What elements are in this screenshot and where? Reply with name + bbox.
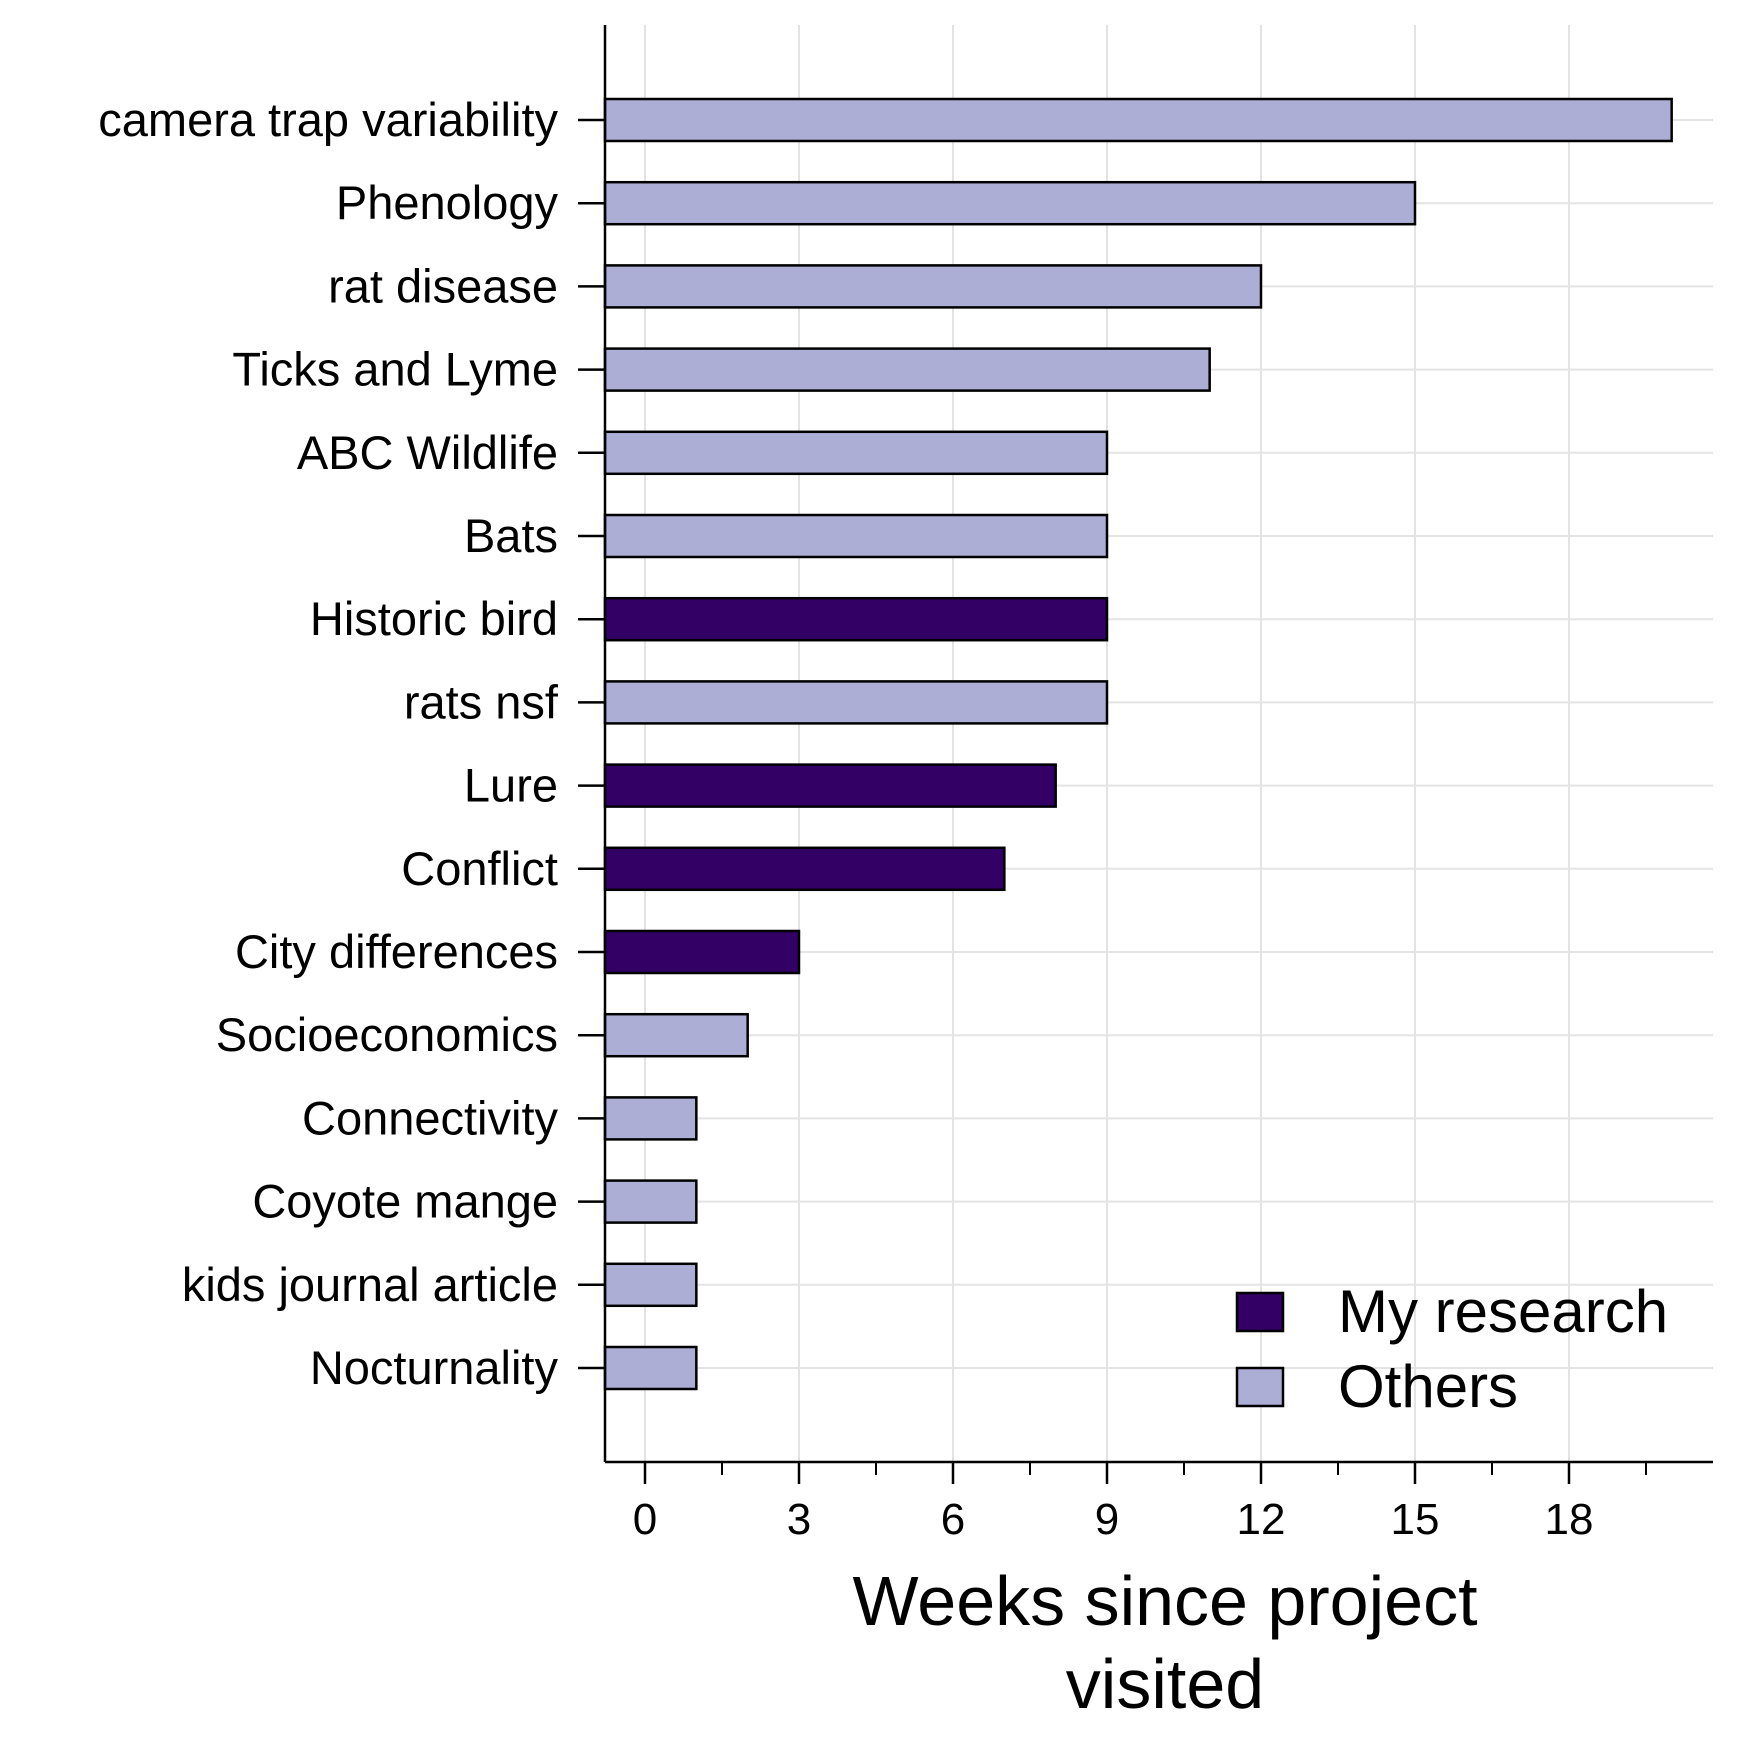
category-label-abc-wildlife: ABC Wildlife: [297, 426, 558, 479]
bar-camera-trap-variability: [603, 97, 1673, 143]
grid: [605, 25, 1713, 1462]
category-label-phenology: Phenology: [336, 176, 559, 229]
bar-coyote-mange: [603, 1179, 698, 1224]
bar-historic-bird: [603, 596, 1109, 642]
category-label-connectivity: Connectivity: [302, 1091, 558, 1144]
bar-nocturnality: [603, 1345, 698, 1391]
category-label-rats-nsf: rats nsf: [404, 675, 559, 728]
category-label-nocturnality: Nocturnality: [310, 1341, 559, 1394]
category-label-lure: Lure: [464, 759, 558, 812]
category-label-historic-bird: Historic bird: [310, 592, 558, 645]
x-tick-label: 15: [1391, 1495, 1440, 1544]
bar-ticks-and-lyme: [603, 347, 1211, 392]
category-label-socioeconomics: Socioeconomics: [216, 1008, 558, 1061]
bar-bats: [603, 513, 1109, 559]
legend: My research Others: [1235, 1278, 1668, 1420]
category-label-city-differences: City differences: [235, 925, 558, 978]
bar-connectivity: [603, 1096, 698, 1141]
bar-conflict: [603, 846, 1006, 892]
legend-swatch-others: [1235, 1366, 1285, 1408]
bar-socioeconomics: [603, 1012, 749, 1058]
category-label-ticks-and-lyme: Ticks and Lyme: [232, 343, 558, 396]
x-axis-title-line-1: Weeks since project: [852, 1562, 1477, 1640]
bar-rat-disease: [603, 264, 1263, 309]
bar-lure: [603, 763, 1057, 808]
legend-label-others: Others: [1338, 1353, 1518, 1420]
legend-swatch-my-research: [1235, 1291, 1285, 1333]
axes: [578, 25, 1713, 1484]
category-label-conflict: Conflict: [401, 842, 558, 895]
x-tick-label: 9: [1095, 1495, 1119, 1544]
category-labels: camera trap variability Phenology rat dise…: [98, 93, 559, 1394]
bar-city-differences: [603, 929, 801, 975]
x-tick-label: 0: [633, 1495, 657, 1544]
x-tick-label: 12: [1237, 1495, 1286, 1544]
category-label-rat-disease: rat disease: [328, 259, 558, 312]
x-tick-label: 6: [941, 1495, 965, 1544]
category-label-camera-trap-variability: camera trap variability: [98, 93, 558, 146]
x-axis-title-line-2: visited: [1066, 1645, 1264, 1723]
bars: [603, 97, 1673, 1391]
bar-phenology: [603, 180, 1417, 226]
category-label-kids-journal-article: kids journal article: [182, 1258, 558, 1311]
bar-kids-journal-article: [603, 1262, 698, 1308]
x-tick-label: 18: [1545, 1495, 1594, 1544]
bar-rats-nsf: [603, 680, 1109, 725]
legend-label-my-research: My research: [1338, 1278, 1668, 1345]
x-tick-label: 3: [787, 1495, 811, 1544]
category-label-bats: Bats: [464, 509, 558, 562]
category-label-coyote-mange: Coyote mange: [252, 1175, 558, 1228]
x-tick-labels: 0 3 6 9 12 15 18: [633, 1495, 1594, 1544]
bar-abc-wildlife: [603, 430, 1109, 476]
